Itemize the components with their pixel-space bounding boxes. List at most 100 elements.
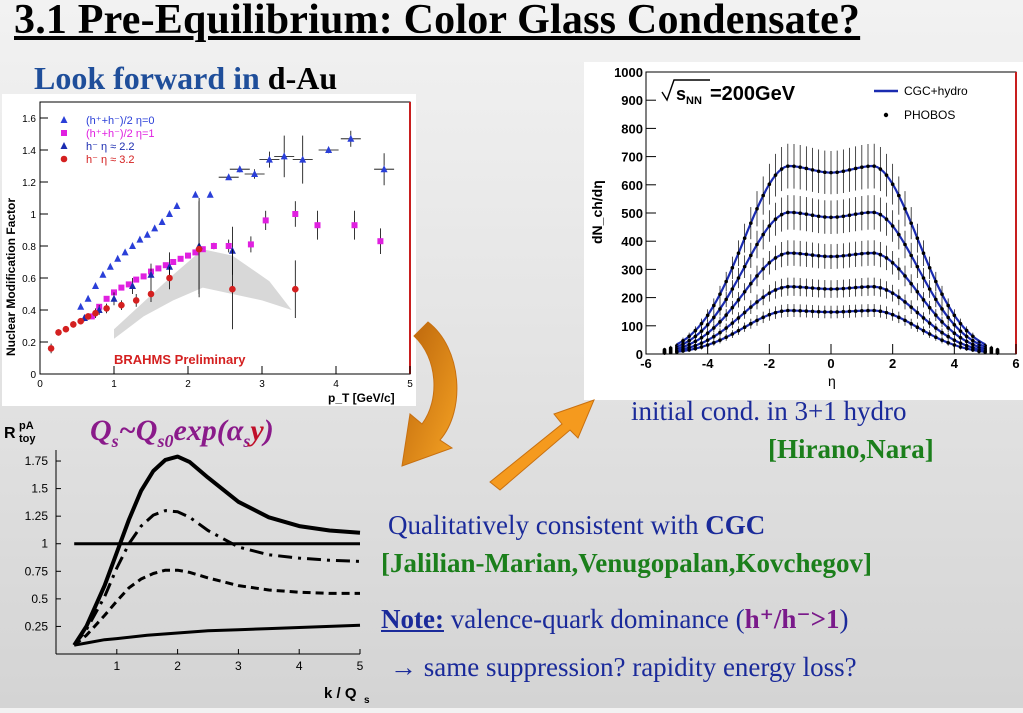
- phobos-point: [755, 300, 759, 304]
- phobos-point: [718, 330, 722, 335]
- phobos-point: [786, 308, 790, 313]
- phobos-point: [860, 165, 864, 170]
- phobos-point: [872, 210, 876, 215]
- phobos-point: [860, 308, 864, 313]
- phobos-point: [853, 309, 858, 313]
- data-point: [299, 155, 307, 163]
- phobos-point: [767, 291, 772, 295]
- slide-subtitle: Look forward in d-Au: [34, 60, 337, 97]
- phobos-point: [909, 221, 913, 225]
- phobos-point: [878, 285, 883, 290]
- phobos-point: [749, 305, 753, 309]
- phobos-point: [903, 242, 907, 247]
- phobos-point: [761, 193, 765, 198]
- phobos-point: [927, 266, 932, 270]
- phobos-point: [693, 328, 698, 333]
- data-point: [62, 325, 70, 333]
- phobos-point: [816, 254, 821, 258]
- x-tick-label: 6: [1012, 356, 1019, 371]
- data-point: [173, 202, 181, 209]
- data-point: [47, 345, 55, 352]
- phobos-point: [897, 193, 901, 198]
- data-point: [125, 281, 132, 288]
- phobos-point: [749, 321, 753, 326]
- phobos-point: [866, 164, 870, 169]
- systematic-band: [114, 249, 292, 339]
- phobos-point: [699, 329, 704, 333]
- phobos-point: [675, 350, 679, 354]
- phobos-point: [792, 164, 796, 169]
- phobos-point: [687, 342, 691, 347]
- y-tick-label: 1.75: [25, 454, 49, 468]
- phobos-point: [921, 298, 926, 302]
- phobos-point: [964, 346, 969, 351]
- phobos-point: [860, 251, 864, 256]
- y-tick-label: 1.6: [22, 114, 36, 125]
- phobos-point: [681, 342, 685, 346]
- phobos-point: [915, 236, 920, 240]
- x-axis-label: p_T [GeV/c]: [328, 391, 395, 405]
- phobos-point: [687, 348, 691, 352]
- phobos-point: [958, 321, 963, 326]
- phobos-point: [736, 316, 741, 320]
- phobos-point: [798, 165, 802, 170]
- phobos-point: [860, 211, 864, 216]
- data-point: [158, 218, 166, 225]
- phobos-point: [872, 164, 876, 168]
- phobos-point: [927, 305, 932, 310]
- phobos-point: [958, 335, 963, 340]
- phobos-point: [884, 288, 889, 292]
- phobos-point: [749, 281, 753, 286]
- y-tick-label: 200: [621, 291, 643, 306]
- phobos-point: [890, 291, 895, 295]
- y-tick-label: 300: [621, 262, 643, 277]
- phobos-point: [730, 321, 735, 325]
- phobos-point: [730, 305, 735, 310]
- legend-marker: [883, 112, 889, 118]
- legend-marker: [60, 142, 68, 149]
- phobos-point: [699, 335, 704, 340]
- phobos-point: [952, 323, 957, 327]
- phobos-point: [835, 287, 839, 291]
- curved-arrow-icon: [401, 321, 458, 467]
- phobos-dndeta-plot: 0 100 200 300 400 500 600 700 800 900 1000 -6 -4 -2 0 2…: [584, 62, 1023, 400]
- phobos-point: [730, 266, 735, 270]
- phobos-point: [786, 210, 790, 215]
- phobos-point: [915, 325, 920, 329]
- x-tick-label: -4: [702, 356, 714, 371]
- phobos-point: [835, 215, 839, 219]
- y-tick-label: 400: [621, 234, 643, 249]
- phobos-point: [699, 341, 704, 345]
- y-tick-label: 0.75: [25, 564, 49, 578]
- y-tick-label: 0.25: [25, 619, 49, 633]
- data-point: [99, 270, 107, 278]
- data-point: [103, 305, 110, 312]
- phobos-point: [841, 254, 846, 258]
- phobos-point: [823, 215, 827, 219]
- phobos-point: [767, 260, 772, 265]
- phobos-point: [946, 334, 950, 339]
- straight-arrow-icon: [489, 399, 595, 491]
- data-point: [114, 254, 122, 262]
- phobos-point: [940, 292, 944, 296]
- phobos-point: [946, 326, 950, 330]
- data-point: [147, 270, 155, 278]
- x-tick-label: 4: [296, 659, 303, 673]
- phobos-point: [779, 285, 784, 290]
- phobos-point: [909, 253, 913, 258]
- phobos-point: [724, 279, 728, 284]
- phobos-point: [958, 345, 963, 349]
- x-tick-label: 5: [407, 379, 413, 390]
- phobos-point: [693, 346, 698, 351]
- data-point: [195, 245, 203, 253]
- x-tick-label: 1: [113, 659, 120, 673]
- legend-label: CGC+hydro: [904, 84, 968, 98]
- phobos-point: [718, 307, 722, 311]
- y-axis-label: dN_ch/dη: [589, 180, 605, 244]
- phobos-point: [724, 313, 728, 317]
- phobos-point: [958, 341, 963, 345]
- phobos-point: [816, 286, 821, 291]
- phobos-point: [964, 328, 969, 333]
- y-tick-label: 500: [621, 206, 643, 221]
- phobos-point: [903, 318, 907, 323]
